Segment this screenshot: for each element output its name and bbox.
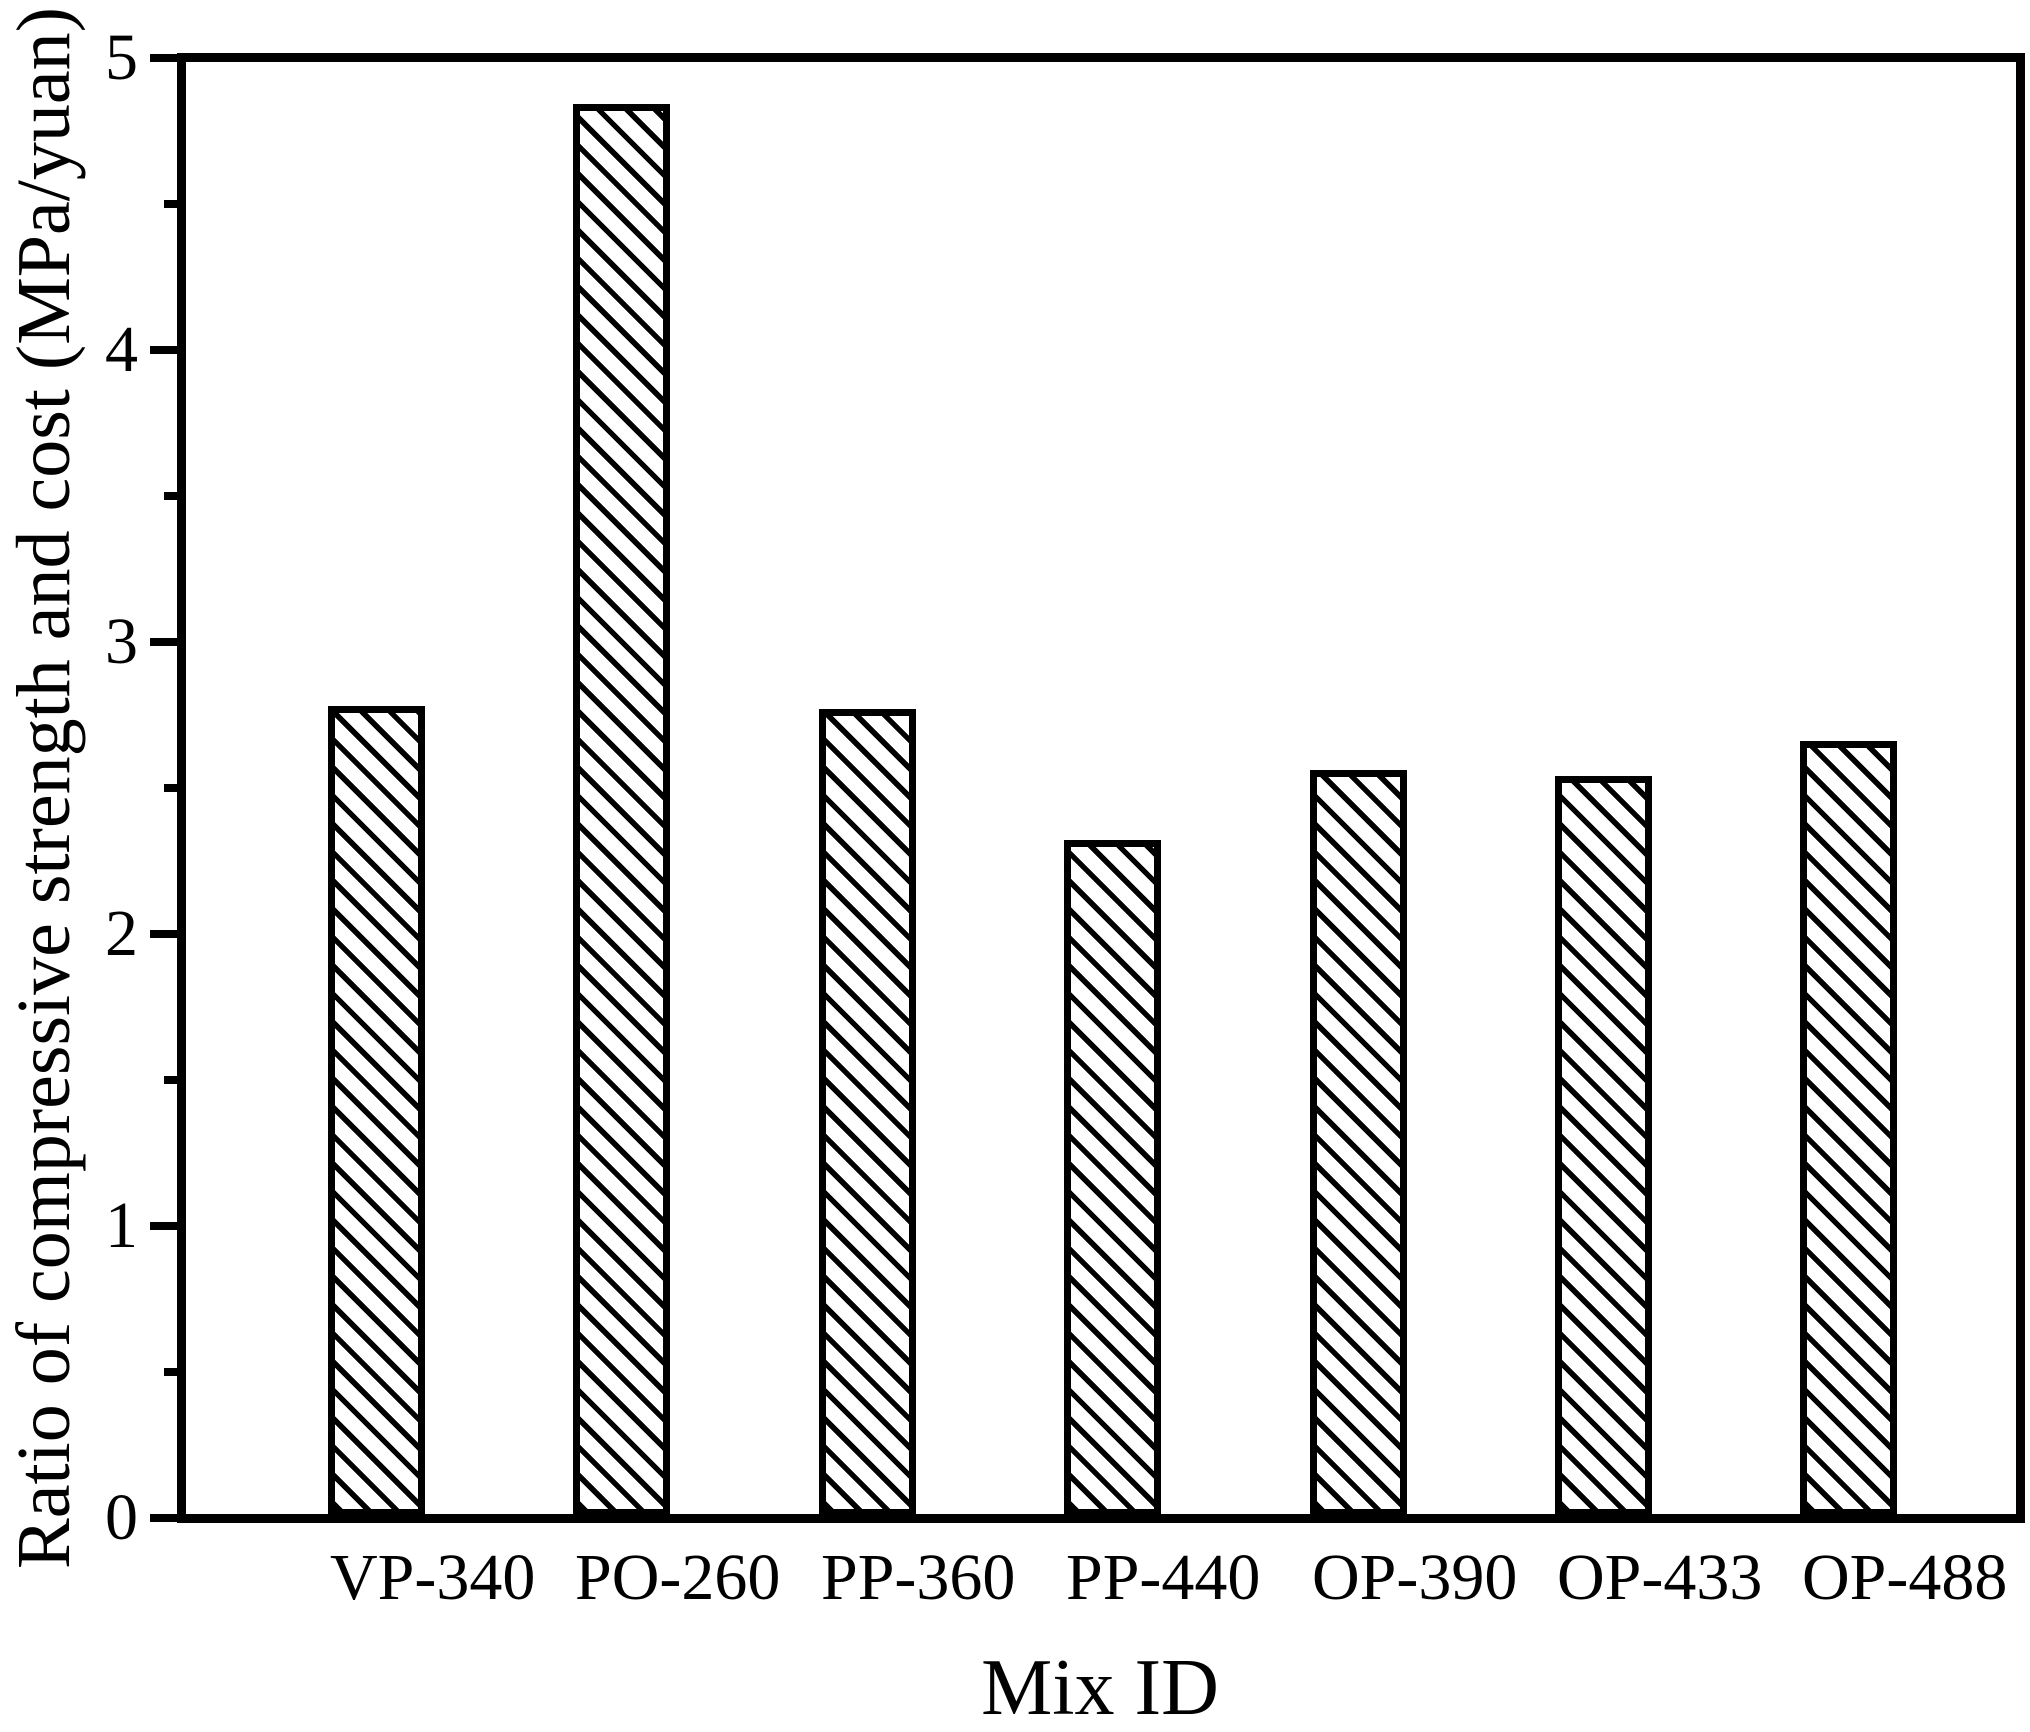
y-minor-tick-3.5 [164,491,177,500]
bar-OP-433 [1555,776,1652,1516]
bar-PP-440 [1064,840,1161,1516]
y-axis-title: Ratio of compressive strength and cost (… [2,7,86,1569]
y-major-tick-2 [150,929,177,938]
x-axis-title: Mix ID [981,1644,1219,1732]
y-tick-label-1: 1 [105,1188,138,1262]
y-tick-label-0: 0 [105,1481,138,1554]
y-tick-label-5: 5 [105,20,138,94]
bar-OP-390 [1310,770,1407,1516]
bar-PP-360 [819,709,916,1516]
x-tick-label-OP-390: OP-390 [1312,1541,1518,1614]
bar-VP-340 [328,706,425,1516]
bar-PO-260 [573,104,670,1516]
y-minor-tick-2.5 [164,783,177,792]
x-tick-label-VP-340: VP-340 [330,1541,536,1614]
y-tick-label-4: 4 [105,312,138,386]
y-major-tick-4 [150,345,177,354]
bar-OP-488 [1800,741,1897,1516]
y-major-tick-5 [150,53,177,62]
y-tick-label-3: 3 [105,604,138,678]
y-tick-label-2: 2 [105,896,138,970]
x-tick-label-PO-260: PO-260 [575,1541,781,1614]
y-major-tick-0 [150,1514,177,1522]
y-minor-tick-4.5 [164,199,177,208]
y-major-tick-3 [150,637,177,646]
y-major-tick-1 [150,1221,177,1230]
y-minor-tick-0.5 [164,1367,177,1376]
y-minor-tick-1.5 [164,1075,177,1084]
x-tick-label-PP-360: PP-360 [821,1541,1016,1614]
x-tick-label-OP-433: OP-433 [1557,1541,1763,1614]
x-tick-label-OP-488: OP-488 [1802,1541,2008,1614]
x-tick-label-PP-440: PP-440 [1066,1541,1261,1614]
